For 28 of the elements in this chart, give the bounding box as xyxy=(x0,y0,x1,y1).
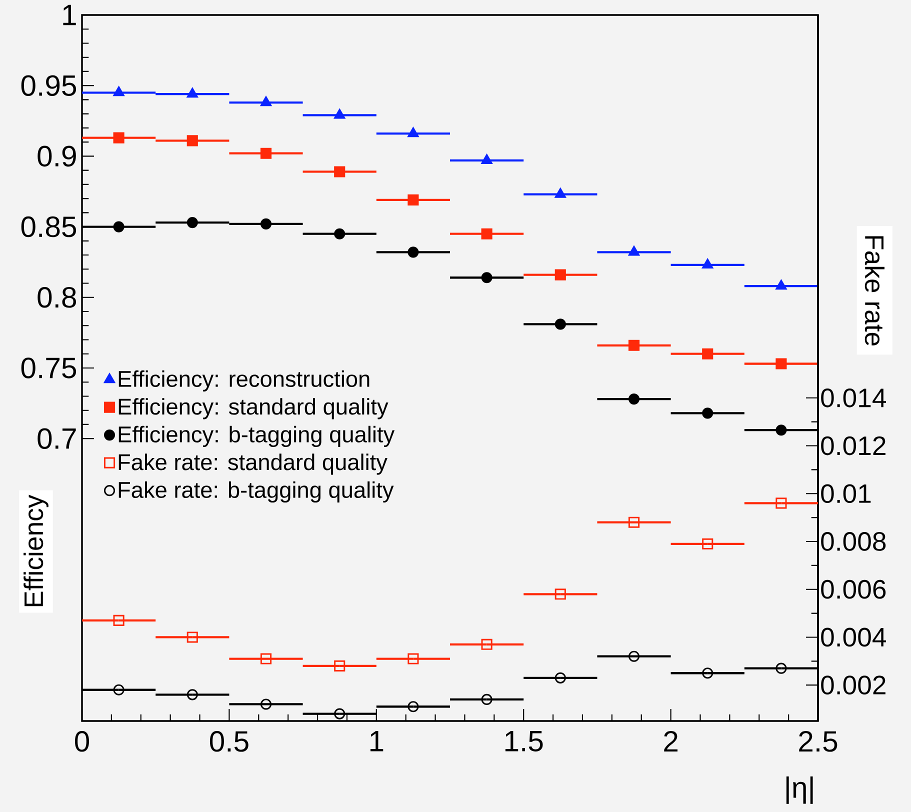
x-tick-label: 2.5 xyxy=(799,731,838,752)
x-tick-label: 1 xyxy=(370,731,384,752)
y-axis-title: Efficiency xyxy=(24,494,48,606)
y-tick-label: 0.75 xyxy=(21,358,76,378)
y2-tick-label: 0.002 xyxy=(821,676,886,695)
y-tick-label: 0.9 xyxy=(38,146,76,167)
y2-tick-label: 0.008 xyxy=(821,532,886,551)
y-tick-label: 0.7 xyxy=(38,428,76,449)
y2-tick-label: 0.014 xyxy=(821,388,886,408)
y-tick-label: 0.85 xyxy=(21,216,76,238)
x-tick-label: 0 xyxy=(74,731,90,752)
y-tick-label: 0.95 xyxy=(21,75,76,96)
x-axis-title: |η| xyxy=(786,776,813,804)
x-tick-label: 2 xyxy=(664,731,678,752)
legend-label: Efficiency: standard quality xyxy=(118,398,388,420)
legend-label: Fake rate: standard quality xyxy=(118,454,388,475)
x-tick-label: 1.5 xyxy=(505,731,543,752)
legend-label: Fake rate: b-tagging quality xyxy=(118,481,394,502)
y2-tick-label: 0.012 xyxy=(821,436,886,456)
x-tick-label: 0.5 xyxy=(210,731,248,752)
y2-tick-label: 0.01 xyxy=(821,484,871,504)
y2-tick-label: 0.006 xyxy=(821,580,886,599)
y-tick-label: 1 xyxy=(63,4,76,26)
legend-label: Efficiency: b-tagging quality xyxy=(118,426,395,447)
y2-tick-label: 0.004 xyxy=(821,628,886,647)
y-tick-label: 0.8 xyxy=(38,286,76,308)
legend-label: Efficiency: reconstruction xyxy=(118,370,370,392)
y2-axis-title: Fake rate xyxy=(864,236,884,346)
